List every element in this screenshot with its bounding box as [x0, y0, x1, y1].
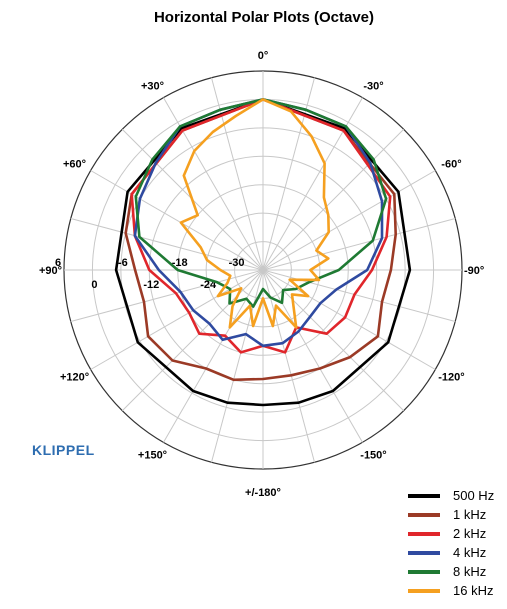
legend-label: 4 kHz [453, 545, 486, 560]
angle-label: -90° [464, 265, 484, 277]
grid-spoke [262, 170, 436, 271]
grid-spoke [262, 269, 405, 412]
angle-label: -60° [441, 159, 461, 171]
series-line-4-khz [133, 98, 384, 348]
radial-tick-label: -18 [172, 257, 188, 269]
radial-tick-labels: 60-6-12-18-24-30 [55, 257, 245, 291]
klippel-logo: KLIPPEL [32, 442, 95, 458]
radial-tick-label: 0 [91, 279, 97, 291]
radial-tick-label: -12 [143, 279, 159, 291]
grid-spoke [262, 128, 405, 271]
angle-label: +90° [39, 265, 62, 277]
grid-spoke [70, 218, 264, 271]
angle-label: +/-180° [245, 487, 281, 499]
legend-label: 8 kHz [453, 564, 486, 579]
legend-label: 16 kHz [453, 583, 493, 598]
series-line-16-khz [179, 98, 330, 329]
series-lines [114, 98, 412, 407]
series-line-8-khz [134, 98, 388, 308]
angle-label: -30° [363, 81, 383, 93]
angle-label: -120° [438, 372, 464, 384]
grid-spoke [262, 269, 436, 370]
grid-spoke [90, 269, 264, 370]
legend-label: 1 kHz [453, 507, 486, 522]
series-line-1-khz [124, 98, 397, 382]
legend-label: 500 Hz [453, 488, 494, 503]
grid-spoke [262, 269, 315, 463]
polar-grid [63, 70, 463, 470]
chart-title: Horizontal Polar Plots (Octave) [154, 9, 374, 26]
grid-spoke [262, 97, 363, 271]
legend: 500 Hz 1 kHz 2 kHz 4 kHz 8 kHz 16 kHz [408, 488, 494, 598]
radial-tick-label: 6 [55, 257, 61, 269]
radial-tick-label: -30 [229, 257, 245, 269]
grid-spoke [262, 269, 363, 443]
grid-spoke [70, 269, 264, 322]
angle-label: +30° [141, 81, 164, 93]
angle-label: 0° [258, 50, 269, 62]
radial-tick-label: -6 [118, 257, 128, 269]
series-line-500-hz [114, 98, 412, 407]
angle-label: -150° [360, 449, 386, 461]
legend-label: 2 kHz [453, 526, 486, 541]
angle-label: +150° [138, 449, 167, 461]
angle-label: +60° [63, 159, 86, 171]
grid-spoke [262, 218, 456, 271]
grid-spoke [90, 170, 264, 271]
angle-labels: 0° +30° -30° +60° -60° +90° -90° +120° -120° +150… [39, 50, 484, 499]
grid-spoke [163, 97, 264, 271]
angle-label: +120° [60, 372, 89, 384]
